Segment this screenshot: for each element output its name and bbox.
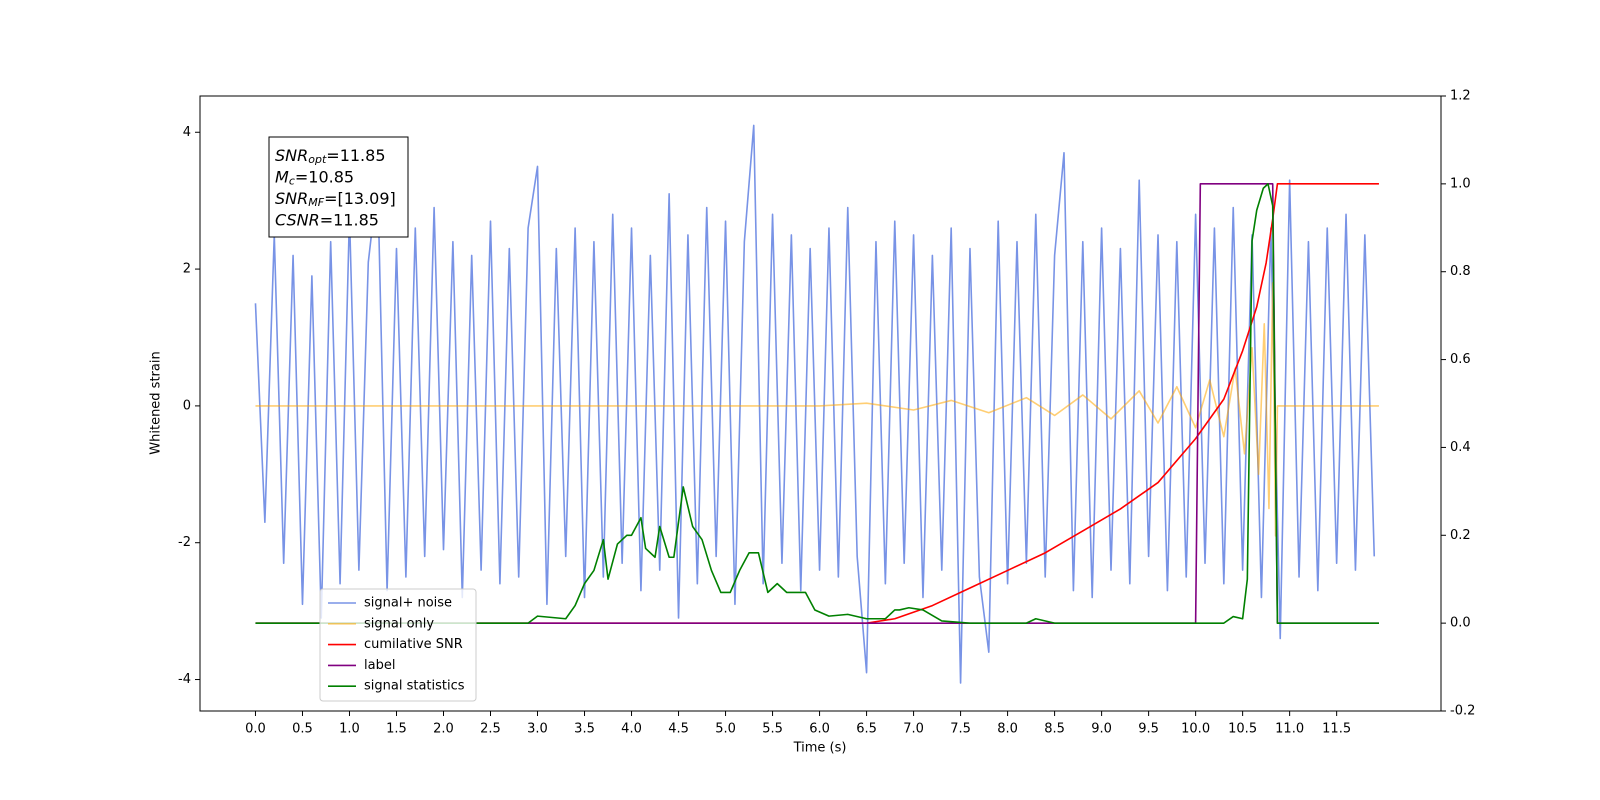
annotation-sub: MF	[308, 196, 324, 209]
annotation-base: SNR	[275, 189, 308, 208]
y-tick-label: -4	[178, 672, 191, 687]
x-tick-label: 10.5	[1228, 722, 1257, 737]
x-tick-label: 8.0	[997, 722, 1018, 737]
x-tick-label: 11.0	[1275, 722, 1304, 737]
y2-tick-label: 0.8	[1450, 264, 1471, 279]
annotation-sub: c	[289, 175, 295, 188]
annotation-text: =10.85	[295, 167, 354, 186]
x-tick-label: 2.5	[480, 722, 501, 737]
series-line	[255, 281, 1379, 537]
x-tick-label: 5.0	[715, 722, 736, 737]
y-tick-label: 2	[183, 262, 191, 277]
x-axis-label: Time (s)	[793, 741, 847, 756]
x-tick-label: 1.0	[339, 722, 360, 737]
annotation-line: CSNR=11.85	[275, 210, 379, 229]
legend-frame	[319, 588, 477, 702]
y-axis-label: Whitened strain	[149, 351, 164, 454]
annotation-line: SNRMF=[13.09]	[275, 189, 396, 210]
x-tick-label: 5.5	[762, 722, 783, 737]
y2-tick-label: 0.6	[1450, 352, 1471, 367]
annotation-text: =[13.09]	[324, 189, 396, 208]
legend-label: cumilative SNR	[364, 637, 463, 652]
x-tick-label: 7.5	[950, 722, 971, 737]
annotation-line: SNRopt=11.85	[275, 146, 386, 167]
x-tick-label: 9.0	[1091, 722, 1112, 737]
x-tick-label: 8.5	[1044, 722, 1065, 737]
annotation-frame	[268, 136, 409, 238]
annotation-sub: opt	[308, 153, 327, 166]
x-tick-label: 6.0	[809, 722, 830, 737]
annotation-text: =11.85	[320, 210, 379, 229]
series-line	[255, 183, 1379, 624]
annotation-base: M	[275, 167, 289, 186]
x-tick-label: 3.0	[527, 722, 548, 737]
x-tick-label: 2.0	[433, 722, 454, 737]
series-line	[255, 183, 1379, 624]
x-tick-label: 9.5	[1138, 722, 1159, 737]
y2-tick-label: 1.2	[1450, 89, 1471, 104]
x-tick-label: 11.5	[1322, 722, 1351, 737]
x-tick-label: 4.0	[621, 722, 642, 737]
y2-tick-label: 0.2	[1450, 528, 1471, 543]
legend: signal+ noise signal only cumilative SNR la…	[319, 588, 477, 702]
annotation-line: Mc=10.85	[275, 167, 354, 188]
annotation-text: =11.85	[326, 146, 385, 165]
x-tick-label: 0.5	[292, 722, 313, 737]
series-line	[255, 183, 1379, 624]
legend-label: signal+ noise	[364, 596, 452, 611]
legend-label: signal statistics	[364, 679, 465, 694]
x-tick-label: 10.0	[1181, 722, 1210, 737]
annotation-base: CSNR	[275, 210, 320, 229]
x-tick-label: 1.5	[386, 722, 407, 737]
y2-tick-label: -0.2	[1450, 704, 1475, 719]
y2-tick-label: 0.4	[1450, 440, 1471, 455]
y-tick-label: -2	[178, 535, 191, 550]
x-tick-label: 7.0	[903, 722, 924, 737]
annotation-base: SNR	[275, 146, 308, 165]
y2-tick-label: 1.0	[1450, 176, 1471, 191]
legend-label: signal only	[364, 616, 434, 631]
series-line	[254, 124, 1376, 684]
annotation-box: SNRopt=11.85Mc=10.85SNRMF=[13.09]CSNR=11…	[268, 136, 409, 238]
x-tick-label: 6.5	[856, 722, 877, 737]
y2-tick-label: 0.0	[1450, 616, 1471, 631]
plot-frame	[199, 95, 1442, 712]
x-tick-label: 0.0	[245, 722, 266, 737]
legend-label: label	[364, 658, 395, 673]
x-tick-label: 4.5	[668, 722, 689, 737]
x-tick-label: 3.5	[574, 722, 595, 737]
y-tick-label: 4	[183, 125, 191, 140]
y-tick-label: 0	[183, 398, 191, 413]
